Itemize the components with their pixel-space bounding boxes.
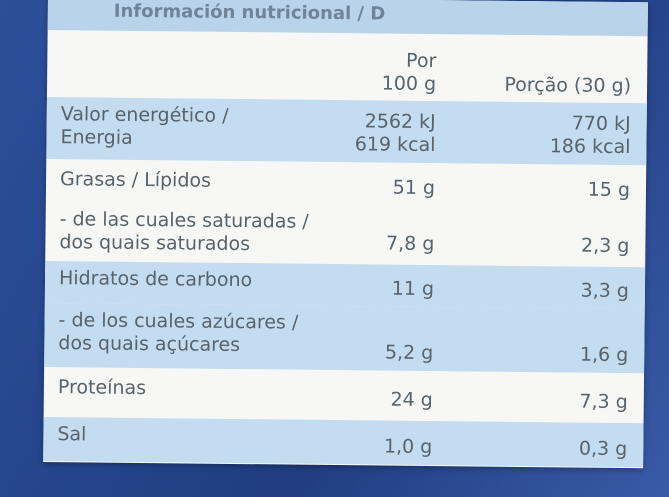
cell-text: 7,8 g: [385, 232, 435, 256]
table-row: - de las cuales saturadas / dos quais sat…: [45, 202, 646, 264]
table-cell: 2,3 g: [434, 212, 630, 258]
table-cell: 1,0 g: [347, 426, 433, 459]
cell-text: Grasas / Lípidos: [59, 168, 212, 192]
column-title: Porção (30 g): [504, 73, 632, 98]
table-row: Proteínas 24 g 7,3 g: [44, 370, 644, 420]
cell-text: 770 kJ: [571, 112, 631, 136]
cell-text: - de los cuales azúcares /: [58, 309, 299, 334]
table-cell: Hidratos de carbono: [45, 267, 349, 300]
table-cell: 5,2 g: [348, 312, 434, 365]
column-header: Por 100 g Porção (30 g): [47, 30, 648, 98]
cell-text: - de las cuales saturadas /: [59, 208, 309, 233]
table-row: Hidratos de carbono 11 g 3,3 g: [44, 260, 646, 310]
table-row: Sal 1,0 g 0,3 g: [43, 416, 644, 468]
table-row: Grasas / Lípidos 51 g 15 g: [46, 162, 646, 208]
cell-text: Sal: [57, 423, 87, 446]
table-cell: 1,6 g: [433, 313, 629, 367]
cell-text: 15 g: [587, 178, 631, 202]
cell-text: 51 g: [392, 176, 436, 200]
table-cell: 3,3 g: [434, 271, 630, 303]
table-cell: Sal: [43, 423, 347, 458]
table-cell: Proteínas: [44, 376, 348, 411]
table-cell: 15 g: [435, 172, 631, 202]
cell-text: 2,3 g: [580, 234, 630, 258]
cell-text: 0,3 g: [578, 437, 628, 461]
table-cell: 0,3 g: [432, 427, 628, 461]
cell-text: 3,3 g: [580, 279, 630, 303]
nutrition-label: Información nutricional / D Por 100 g Por…: [43, 0, 648, 469]
table-cell: 11 g: [349, 270, 435, 301]
cell-text: dos quais açúcares: [58, 332, 241, 357]
cell-text: 1,0 g: [383, 435, 433, 459]
cell-text: 7,3 g: [579, 390, 628, 414]
table-cell: Valor energético / Energia: [46, 103, 351, 156]
table-cell: 24 g: [348, 379, 433, 412]
cell-text: 5,2 g: [384, 341, 434, 365]
cell-text: Valor energético /: [60, 103, 229, 127]
table-cell: 7,8 g: [349, 211, 435, 256]
table-cell: 770 kJ 186 kcal: [435, 107, 631, 159]
cell-text: 186 kcal: [549, 135, 631, 159]
cell-text: Hidratos de carbono: [58, 267, 253, 292]
table-cell: - de las cuales saturadas / dos quais sat…: [45, 208, 349, 255]
table-cell: 51 g: [350, 171, 436, 200]
cell-text: 2562 kJ: [364, 110, 436, 134]
cell-text: dos quais saturados: [59, 231, 251, 256]
column-title: 100 g: [381, 72, 437, 96]
table-body: Valor energético / Energia 2562 kJ 619 kcal…: [43, 96, 647, 468]
portion-header: Porção (30 g): [436, 40, 632, 98]
cell-text: 24 g: [390, 388, 433, 412]
cell-text: 1,6 g: [579, 343, 629, 367]
table-row: - de los cuales azúcares / dos quais açúc…: [44, 302, 645, 374]
cell-text: Proteínas: [57, 376, 147, 400]
table-cell: - de los cuales azúcares / dos quais açúc…: [44, 309, 349, 364]
column-title: Por: [406, 49, 437, 73]
cell-text: 619 kcal: [354, 133, 436, 157]
table-cell: 2562 kJ 619 kcal: [350, 106, 436, 157]
per100-header: Por 100 g: [351, 39, 437, 96]
table-row: Valor energético / Energia 2562 kJ 619 kcal…: [46, 96, 647, 166]
table-cell: Grasas / Lípidos: [46, 168, 350, 199]
cell-text: 11 g: [391, 277, 435, 301]
table-cell: 7,3 g: [433, 380, 628, 414]
cell-text: Energia: [60, 126, 133, 149]
